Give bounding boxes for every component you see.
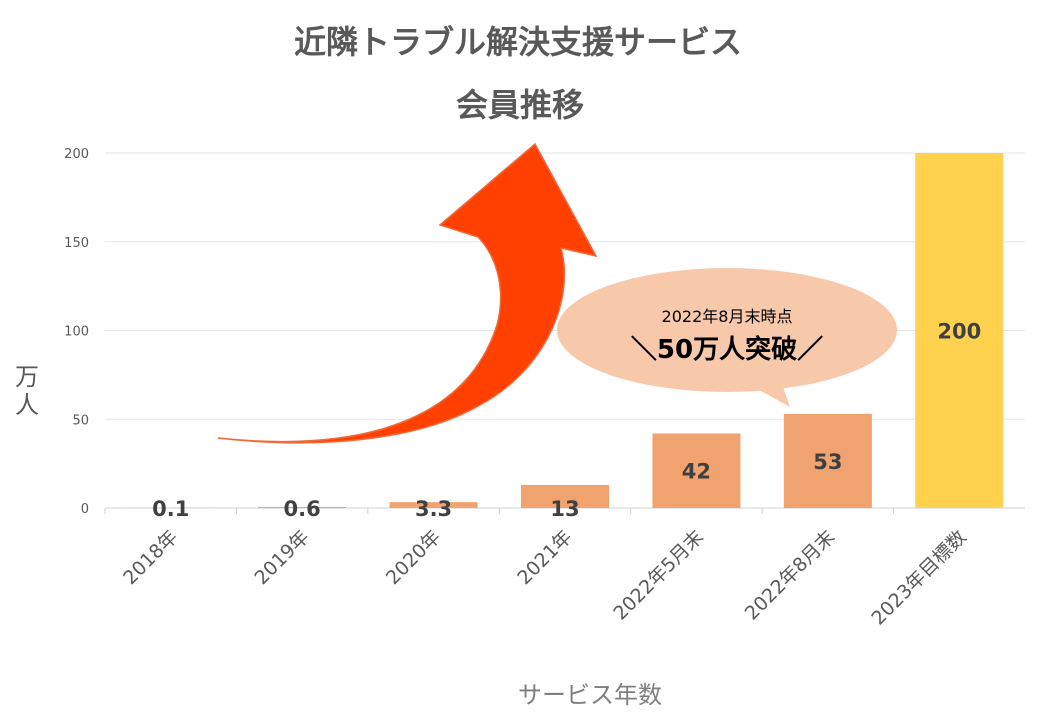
y-tick-labels: 0 50 100 150 200 xyxy=(64,147,89,517)
annotation-bubble: 2022年8月末時点 ＼50万人突破／ xyxy=(557,268,897,407)
data-label: 42 xyxy=(682,460,711,484)
x-tick-label: 2022年8月末 xyxy=(741,526,840,625)
x-axis-label: サービス年数 xyxy=(518,681,662,709)
y-axis-label: 万人 xyxy=(15,363,39,419)
bubble-line2: ＼50万人突破／ xyxy=(631,334,823,365)
bubble-tail xyxy=(752,384,790,407)
x-tick-label: 2021年 xyxy=(513,526,576,589)
bar xyxy=(915,153,1004,508)
data-label: 13 xyxy=(550,497,579,521)
x-tick-labels: 2018年 2019年 2020年 2021年 2022年5月末 2022年8月末 2023… xyxy=(119,526,971,629)
bar xyxy=(520,484,610,508)
chart-title-line2: 会員推移 xyxy=(456,86,584,124)
data-labels: 0.1 0.6 3.3 13 42 53 200 xyxy=(152,320,981,522)
data-label: 200 xyxy=(937,320,981,344)
growth-arrow xyxy=(217,142,598,444)
x-tick-label: 2023年目標数 xyxy=(867,526,970,629)
data-label: 0.6 xyxy=(284,497,321,521)
y-tick-label: 100 xyxy=(64,325,89,340)
y-tick-label: 50 xyxy=(72,413,89,428)
x-tick-label: 2020年 xyxy=(382,526,445,589)
y-tick-label: 200 xyxy=(64,147,89,162)
y-tick-label: 150 xyxy=(64,236,89,251)
chart-title-line1: 近隣トラブル解決支援サービス xyxy=(294,23,742,61)
bar xyxy=(783,413,872,508)
bubble-line1: 2022年8月末時点 xyxy=(662,307,793,326)
bar xyxy=(258,506,347,508)
bar xyxy=(652,433,741,508)
x-tick-label: 2018年 xyxy=(119,526,182,589)
data-label: 3.3 xyxy=(415,497,452,521)
bars xyxy=(126,153,1004,508)
bubble-ellipse xyxy=(557,268,897,392)
y-tick-label: 0 xyxy=(81,502,89,517)
bar xyxy=(389,502,478,508)
data-label: 0.1 xyxy=(152,497,189,521)
x-tick-label: 2019年 xyxy=(250,526,313,589)
x-tick-label: 2022年5月末 xyxy=(609,526,708,625)
data-label: 53 xyxy=(813,450,842,474)
